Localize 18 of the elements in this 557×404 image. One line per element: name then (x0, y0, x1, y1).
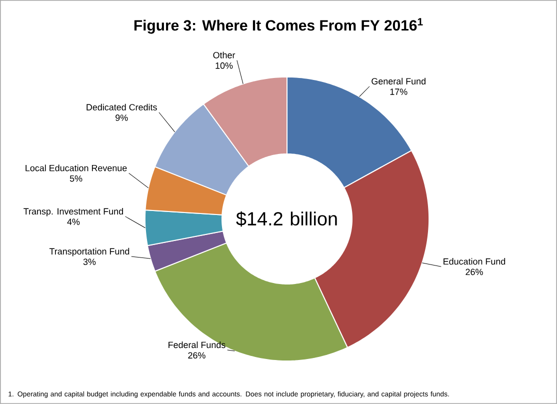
slice-label: Federal Funds (168, 342, 226, 348)
slice-label: Education Fund (444, 258, 506, 265)
slice-label: Local Education Revenue (26, 164, 127, 172)
slice-label: Transp. Investment Fund (24, 208, 123, 216)
slice-label: Transportation Fund (49, 248, 130, 256)
data-label: 26% (188, 352, 206, 359)
slice-label: Other (213, 52, 236, 58)
text: $14.2 billion (236, 211, 337, 227)
data-label: 26% (466, 268, 483, 276)
slice-label: General Fund (372, 78, 426, 84)
chart-title: Figure 3: Where It Comes From FY 2016$^{1}$ (134, 18, 423, 34)
data-label: 5% (70, 175, 82, 182)
data-label: 9% (116, 114, 128, 121)
data-label: 4% (67, 218, 80, 225)
data-label: 10% (216, 62, 233, 69)
slice-label: Dedicated Credits (86, 104, 157, 110)
data-label: 3% (83, 258, 96, 266)
data-label: 17% (390, 88, 408, 95)
